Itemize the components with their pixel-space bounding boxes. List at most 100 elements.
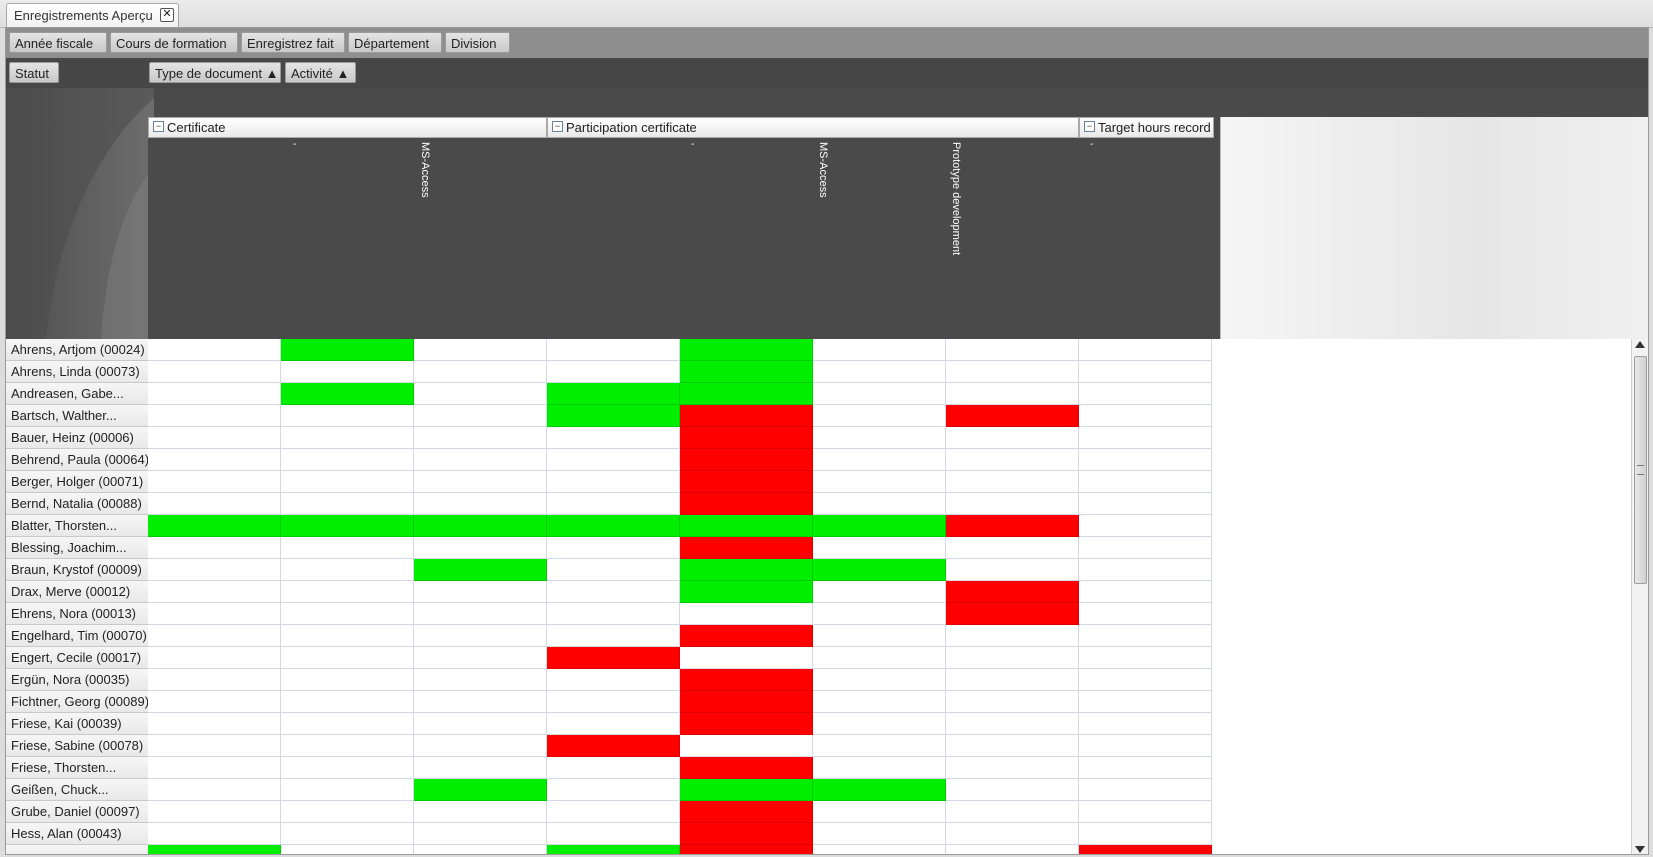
row-header[interactable]: Behrend, Paula (00064) <box>6 449 154 471</box>
data-cell[interactable] <box>946 757 1079 779</box>
data-cell[interactable] <box>148 339 281 361</box>
data-cell[interactable] <box>680 383 813 405</box>
data-cell[interactable] <box>148 603 281 625</box>
data-cell[interactable] <box>414 603 547 625</box>
data-cell[interactable] <box>1079 757 1212 779</box>
data-cell[interactable] <box>946 427 1079 449</box>
data-cell[interactable] <box>281 691 414 713</box>
data-cell[interactable] <box>946 405 1079 427</box>
data-cell[interactable] <box>281 471 414 493</box>
data-cell[interactable] <box>281 647 414 669</box>
data-cell[interactable] <box>281 801 414 823</box>
data-cell[interactable] <box>813 493 946 515</box>
data-cell[interactable] <box>1079 471 1212 493</box>
data-cell[interactable] <box>813 647 946 669</box>
data-cell[interactable] <box>946 515 1079 537</box>
data-cell[interactable] <box>946 823 1079 845</box>
data-cell[interactable] <box>547 647 680 669</box>
data-cell[interactable] <box>281 559 414 581</box>
data-cell[interactable] <box>813 471 946 493</box>
data-cell[interactable] <box>148 779 281 801</box>
data-cell[interactable] <box>547 603 680 625</box>
data-cell[interactable] <box>547 691 680 713</box>
data-cell[interactable] <box>148 449 281 471</box>
data-cell[interactable] <box>680 537 813 559</box>
row-header[interactable]: Ergün, Nora (00035) <box>6 669 154 691</box>
data-cell[interactable] <box>547 383 680 405</box>
data-cell[interactable] <box>813 823 946 845</box>
data-cell[interactable] <box>813 383 946 405</box>
filter-field-department[interactable]: Département <box>348 32 442 53</box>
data-cell[interactable] <box>547 757 680 779</box>
data-cell[interactable] <box>414 559 547 581</box>
data-cell[interactable] <box>813 603 946 625</box>
data-cell[interactable] <box>946 603 1079 625</box>
data-cell[interactable] <box>680 757 813 779</box>
data-cell[interactable] <box>547 449 680 471</box>
scroll-down-icon[interactable] <box>1635 846 1645 853</box>
data-cell[interactable] <box>1079 449 1212 471</box>
row-header[interactable]: Bernd, Natalia (00088) <box>6 493 154 515</box>
data-cell[interactable] <box>680 823 813 845</box>
data-cell[interactable] <box>680 713 813 735</box>
data-cell[interactable] <box>148 581 281 603</box>
data-cell[interactable] <box>414 713 547 735</box>
data-cell[interactable] <box>281 537 414 559</box>
data-cell[interactable] <box>281 361 414 383</box>
data-cell[interactable] <box>547 405 680 427</box>
vertical-scrollbar[interactable] <box>1631 339 1648 854</box>
data-cell[interactable] <box>680 603 813 625</box>
data-cell[interactable] <box>281 845 414 854</box>
data-cell[interactable] <box>946 493 1079 515</box>
row-header[interactable]: Blessing, Joachim... <box>6 537 154 559</box>
data-cell[interactable] <box>281 493 414 515</box>
row-header[interactable]: Engert, Cecile (00017) <box>6 647 154 669</box>
row-header[interactable]: Ahrens, Artjom (00024) <box>6 339 154 361</box>
data-cell[interactable] <box>680 845 813 854</box>
data-cell[interactable] <box>1079 427 1212 449</box>
data-cell[interactable] <box>281 603 414 625</box>
data-cell[interactable] <box>813 581 946 603</box>
data-cell[interactable] <box>547 823 680 845</box>
data-cell[interactable] <box>148 801 281 823</box>
data-cell[interactable] <box>281 449 414 471</box>
data-cell[interactable] <box>547 713 680 735</box>
data-cell[interactable] <box>414 361 547 383</box>
row-field-status[interactable]: Statut <box>9 62 59 83</box>
data-cell[interactable] <box>547 427 680 449</box>
data-cell[interactable] <box>281 581 414 603</box>
data-cell[interactable] <box>148 713 281 735</box>
collapse-icon[interactable]: − <box>153 121 164 132</box>
data-cell[interactable] <box>148 383 281 405</box>
data-cell[interactable] <box>946 779 1079 801</box>
filter-field-division[interactable]: Division <box>445 32 510 53</box>
data-cell[interactable] <box>680 801 813 823</box>
data-cell[interactable] <box>281 405 414 427</box>
tab-records-overview[interactable]: Enregistrements Aperçu ✕ <box>6 3 179 27</box>
data-cell[interactable] <box>148 691 281 713</box>
data-cell[interactable] <box>813 405 946 427</box>
data-cell[interactable] <box>946 449 1079 471</box>
data-cell[interactable] <box>414 471 547 493</box>
data-cell[interactable] <box>946 691 1079 713</box>
data-cell[interactable] <box>547 625 680 647</box>
data-cell[interactable] <box>1079 581 1212 603</box>
data-cell[interactable] <box>680 361 813 383</box>
data-cell[interactable] <box>547 779 680 801</box>
data-cell[interactable] <box>414 801 547 823</box>
data-cell[interactable] <box>148 735 281 757</box>
data-cell[interactable] <box>281 625 414 647</box>
data-cell[interactable] <box>946 383 1079 405</box>
data-cell[interactable] <box>414 647 547 669</box>
data-cell[interactable] <box>414 669 547 691</box>
scroll-up-icon[interactable] <box>1635 341 1645 348</box>
row-header[interactable]: Friese, Kai (00039) <box>6 713 154 735</box>
data-cell[interactable] <box>148 559 281 581</box>
data-cell[interactable] <box>547 537 680 559</box>
data-cell[interactable] <box>281 779 414 801</box>
group-header-participation-certificate[interactable]: − Participation certificate <box>547 117 1079 138</box>
column-field-activity[interactable]: Activité ▲ <box>285 62 356 83</box>
data-cell[interactable] <box>414 427 547 449</box>
data-cell[interactable] <box>680 427 813 449</box>
row-header[interactable]: Geißen, Chuck... <box>6 779 154 801</box>
